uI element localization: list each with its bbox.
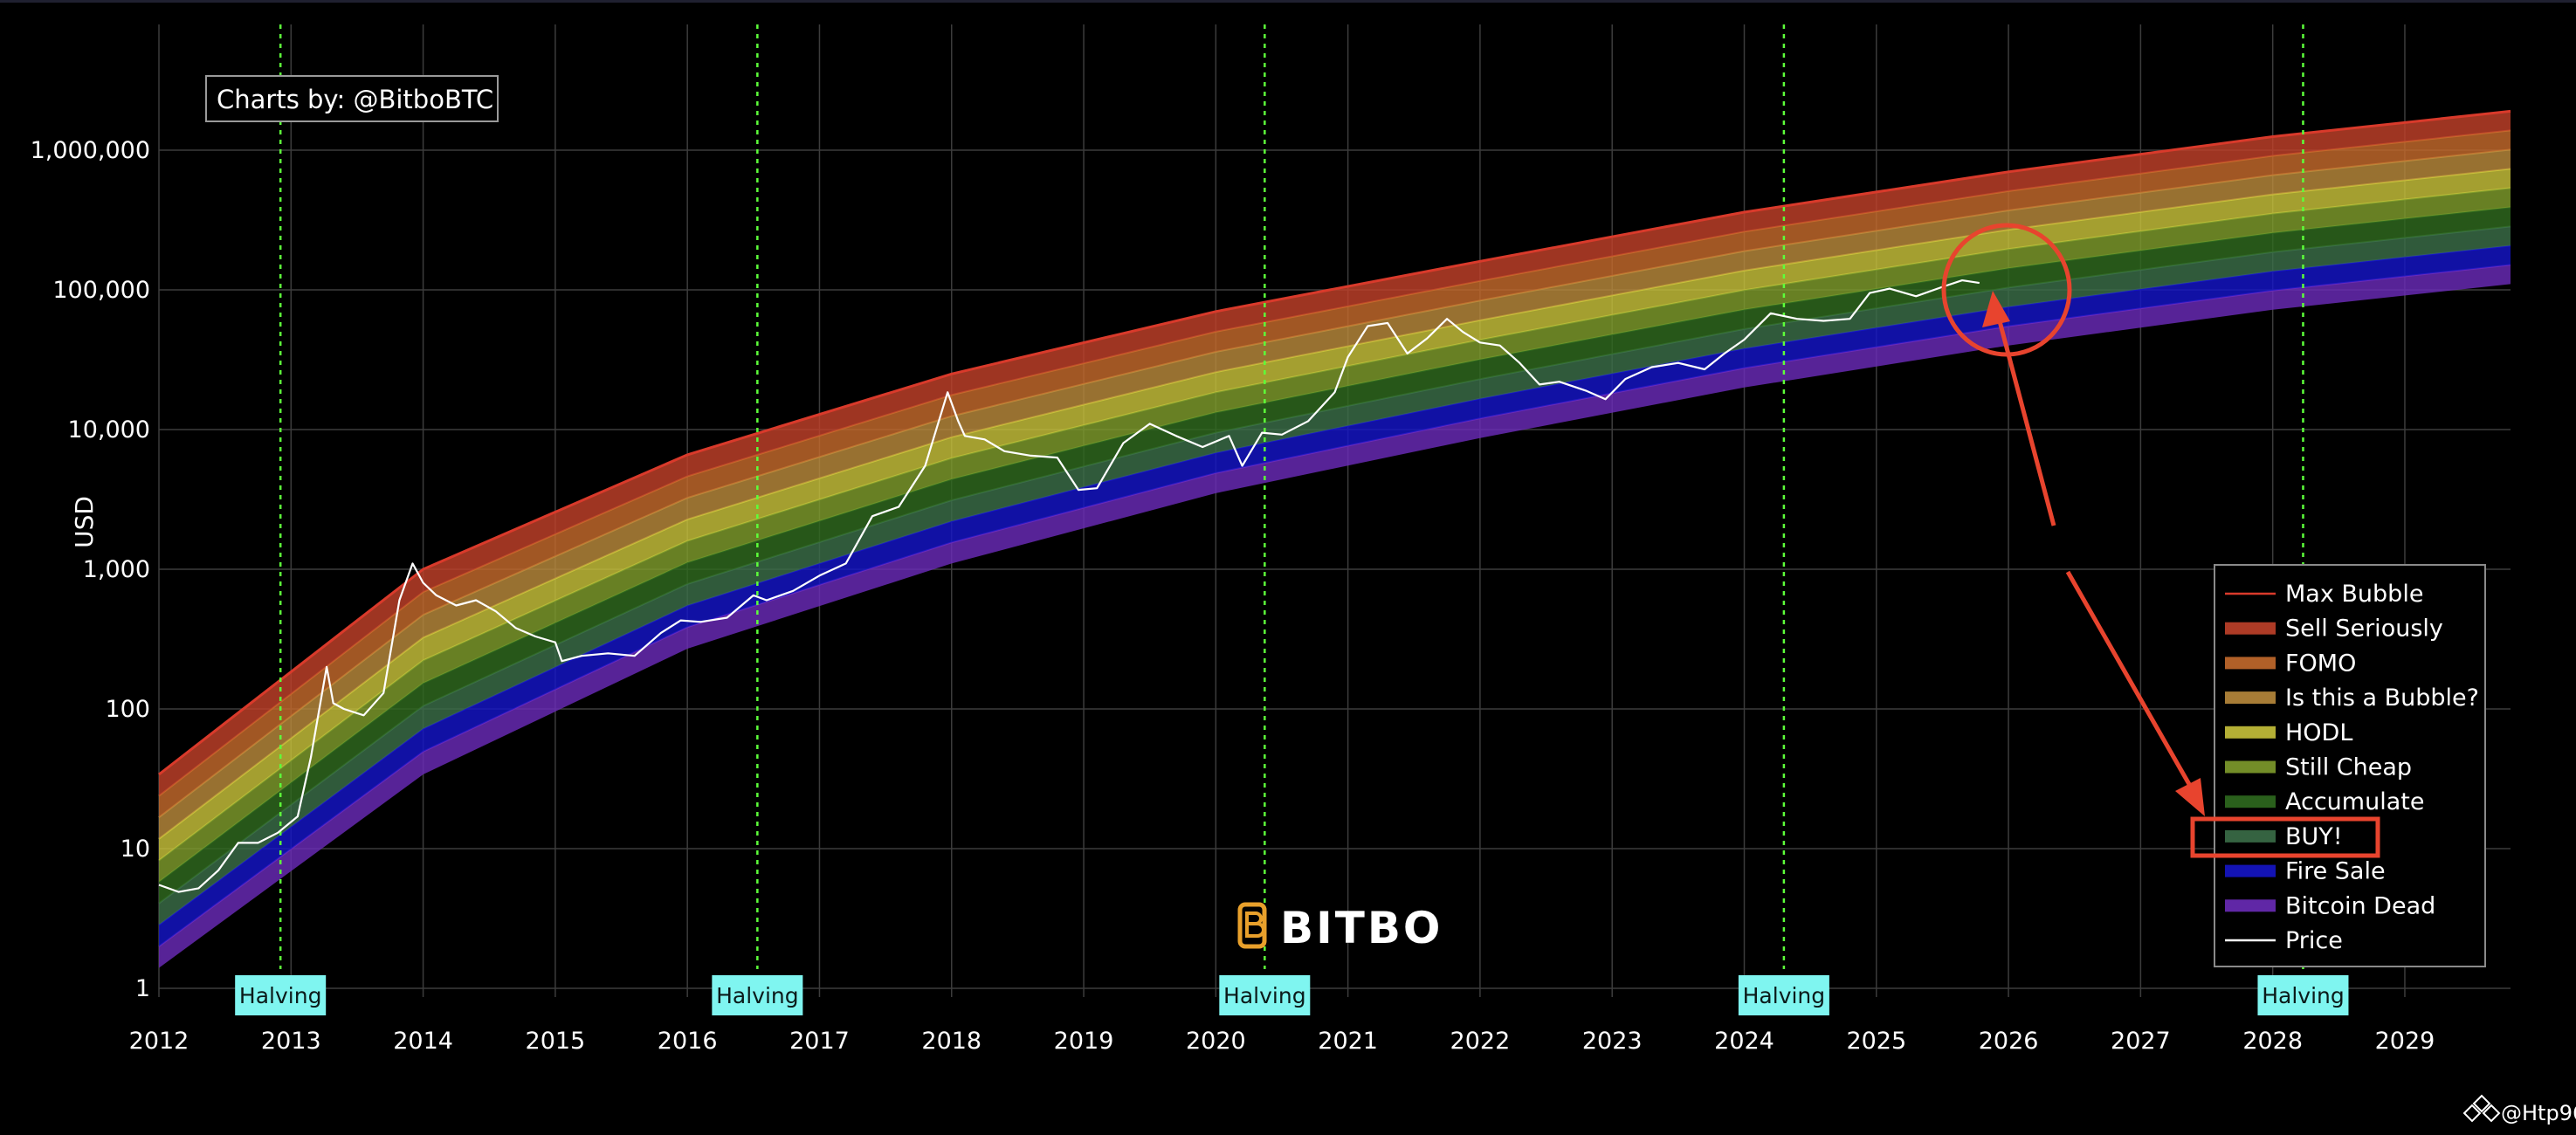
x-tick-label-8: 2020 <box>1186 1028 1246 1055</box>
legend-item-price: Price <box>2225 927 2343 954</box>
legend-item-buy: BUY! <box>2225 823 2343 850</box>
x-tick-label-17: 2029 <box>2375 1028 2435 1055</box>
legend-label-bitcoin-dead: Bitcoin Dead <box>2285 892 2435 919</box>
arrow-head-down <box>2175 778 2205 816</box>
legend-item-bitcoin-dead: Bitcoin Dead <box>2225 892 2435 919</box>
legend-label-fomo: FOMO <box>2285 650 2356 677</box>
max-bubble-line <box>158 109 2511 776</box>
bitbo-logo: BITBO <box>1237 902 1443 953</box>
y-tick-label-6: 1,000,000 <box>31 137 150 164</box>
legend-swatch-accumulate <box>2225 795 2276 808</box>
halving-label-0: Halving <box>235 975 327 1015</box>
y-axis-label: USD <box>70 496 99 548</box>
halving-label-box-1 <box>712 975 803 1015</box>
y-tick-label-0: 1 <box>135 975 150 1002</box>
y-tick-label-2: 100 <box>105 696 150 723</box>
x-tick-label-14: 2026 <box>1979 1028 2039 1055</box>
halving-label-text-3: Halving <box>1743 983 1826 1008</box>
arrow-to-legend <box>2065 570 2193 788</box>
halving-labels: Halving Halving Halving Halving Halving <box>235 975 2349 1015</box>
halving-label-box-4 <box>2257 975 2349 1015</box>
x-tick-label-15: 2027 <box>2111 1028 2171 1055</box>
halving-label-text-2: Halving <box>1223 983 1306 1008</box>
bitbo-wordmark: BITBO <box>1280 903 1443 953</box>
credit-box: Charts by: @BitboBTC <box>205 75 499 122</box>
legend-swatch-hodl <box>2225 726 2276 739</box>
legend-label-hodl: HODL <box>2285 719 2352 746</box>
x-tick-label-13: 2025 <box>1846 1028 1906 1055</box>
legend-item-sell-seriously: Sell Seriously <box>2225 616 2443 643</box>
halving-label-text-4: Halving <box>2262 983 2345 1008</box>
y-tick-label-5: 100,000 <box>52 277 150 304</box>
halving-label-2: Halving <box>1219 975 1311 1015</box>
price-line <box>158 279 1980 893</box>
footer-credit: @Htp96 <box>2462 1094 2576 1125</box>
footer-handle: @Htp96 <box>2501 1101 2576 1125</box>
legend-item-accumulate: Accumulate <box>2225 788 2424 815</box>
x-tick-label-6: 2018 <box>921 1028 981 1055</box>
x-tick-label-16: 2028 <box>2242 1028 2303 1055</box>
legend-label-still-cheap: Still Cheap <box>2285 754 2412 781</box>
x-tick-label-2: 2014 <box>393 1028 453 1055</box>
legend-item-max-bubble: Max Bubble <box>2225 581 2423 608</box>
arrow-head-up <box>1982 291 2010 327</box>
legend-swatch-bitcoin-dead <box>2225 899 2276 912</box>
y-axis-ticks: 1 10 100 1,000 10,000 100,000 1,000,000 <box>31 137 150 1002</box>
halving-label-box-3 <box>1738 975 1829 1015</box>
legend-item-hodl: HODL <box>2225 719 2352 746</box>
y-tick-label-1: 10 <box>121 836 150 863</box>
annotation-layer <box>1941 223 2380 858</box>
halving-label-box-0 <box>235 975 327 1015</box>
bitbo-b-icon <box>1237 902 1267 949</box>
legend-label-price: Price <box>2285 927 2343 954</box>
price-series <box>158 279 1980 893</box>
legend-swatch-is-this-a-bubble <box>2225 691 2276 705</box>
halving-lines <box>279 24 2304 969</box>
legend-label-buy: BUY! <box>2285 823 2343 850</box>
x-axis-ticks: 2012 2013 2014 2015 2016 2017 2018 2019 2020 2021… <box>129 1028 2435 1055</box>
arrow-to-price <box>1997 320 2056 526</box>
legend: Max Bubble Sell Seriously FOMO Is this a Bu… <box>2214 564 2486 967</box>
legend-label-fire-sale: Fire Sale <box>2285 858 2386 885</box>
legend-label-sell-seriously: Sell Seriously <box>2285 616 2443 643</box>
credit-text: Charts by: @BitboBTC <box>217 85 493 114</box>
x-tick-label-0: 2012 <box>129 1028 189 1055</box>
y-tick-label-4: 10,000 <box>68 416 150 444</box>
x-tick-label-10: 2022 <box>1450 1028 1511 1055</box>
legend-label-accumulate: Accumulate <box>2285 788 2424 815</box>
halving-label-3: Halving <box>1738 975 1829 1015</box>
x-tick-label-4: 2016 <box>658 1028 718 1055</box>
legend-swatch-sell-seriously <box>2225 622 2276 635</box>
x-tick-label-11: 2023 <box>1582 1028 1643 1055</box>
buy-highlight-box <box>2190 816 2380 858</box>
halving-label-4: Halving <box>2257 975 2349 1015</box>
halving-label-text-0: Halving <box>239 983 322 1008</box>
legend-swatch-fire-sale <box>2225 864 2276 877</box>
legend-swatch-still-cheap <box>2225 760 2276 774</box>
x-tick-label-1: 2013 <box>261 1028 321 1055</box>
halving-label-box-2 <box>1219 975 1311 1015</box>
halving-label-1: Halving <box>712 975 803 1015</box>
legend-item-is-this-a-bubble: Is this a Bubble? <box>2225 684 2479 712</box>
legend-label-max-bubble: Max Bubble <box>2285 581 2423 608</box>
x-tick-label-5: 2017 <box>789 1028 850 1055</box>
footer-logo-icon <box>2462 1094 2501 1123</box>
halving-label-text-1: Halving <box>716 983 799 1008</box>
x-tick-label-9: 2021 <box>1318 1028 1378 1055</box>
legend-item-fomo: FOMO <box>2225 650 2356 677</box>
legend-label-is-this-a-bubble: Is this a Bubble? <box>2285 684 2479 712</box>
legend-item-still-cheap: Still Cheap <box>2225 754 2412 781</box>
y-tick-label-3: 1,000 <box>83 556 150 583</box>
x-tick-label-7: 2019 <box>1054 1028 1114 1055</box>
x-tick-label-12: 2024 <box>1714 1028 1774 1055</box>
legend-item-fire-sale: Fire Sale <box>2225 858 2386 885</box>
x-tick-label-3: 2015 <box>526 1028 586 1055</box>
legend-swatch-fomo <box>2225 657 2276 670</box>
legend-swatch-buy <box>2225 829 2276 843</box>
